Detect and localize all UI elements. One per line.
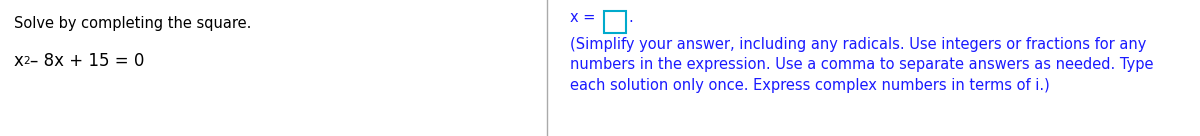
Text: – 8x + 15 = 0: – 8x + 15 = 0 bbox=[30, 52, 144, 70]
Text: x: x bbox=[14, 52, 24, 70]
Text: x =: x = bbox=[570, 10, 595, 25]
Text: Solve by completing the square.: Solve by completing the square. bbox=[14, 16, 251, 31]
Text: 2: 2 bbox=[23, 56, 30, 66]
FancyBboxPatch shape bbox=[604, 11, 626, 33]
Text: (Simplify your answer, including any radicals. Use integers or fractions for any: (Simplify your answer, including any rad… bbox=[570, 37, 1153, 93]
Text: .: . bbox=[628, 10, 632, 25]
